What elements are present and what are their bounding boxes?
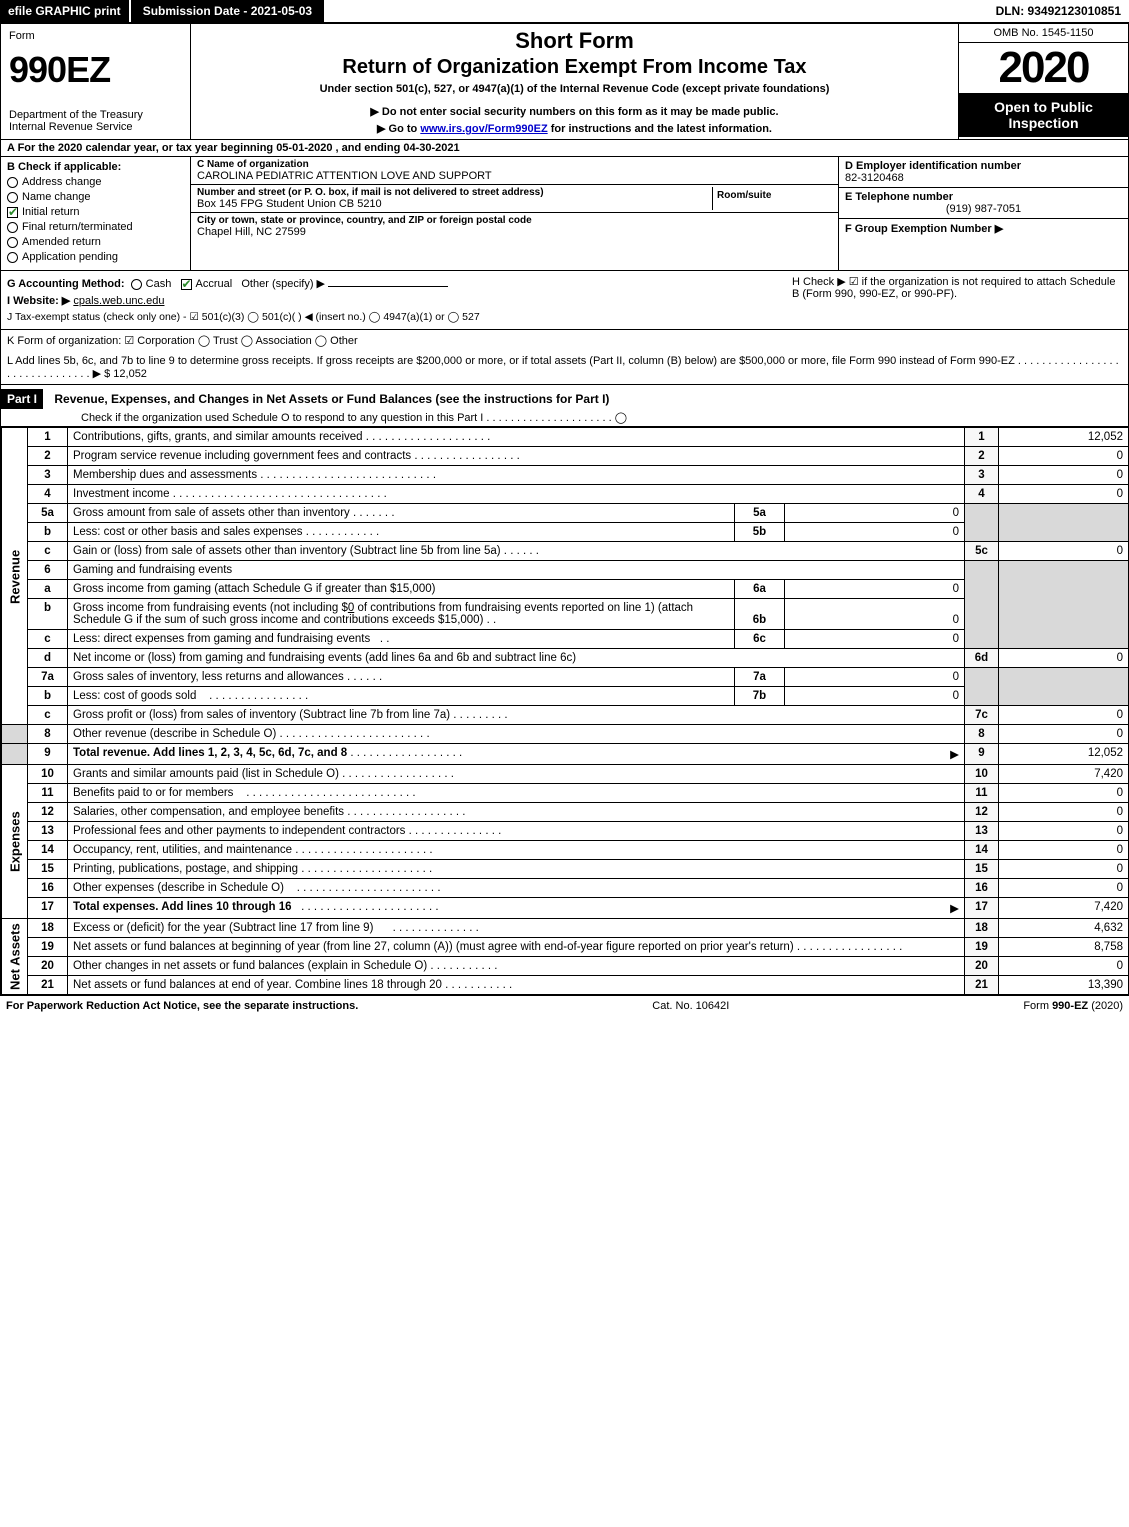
form-footer-id: Form 990-EZ (2020) [1023, 1000, 1123, 1012]
top-bar: efile GRAPHIC print Submission Date - 20… [0, 0, 1129, 24]
checkbox-name-change[interactable] [7, 192, 18, 203]
c-city-label: City or town, state or province, country… [197, 215, 832, 226]
cat-no: Cat. No. 10642I [652, 1000, 729, 1012]
accrual-checkbox[interactable] [181, 279, 192, 290]
netassets-section-label: Net Assets [2, 919, 28, 995]
checkbox-application-pending[interactable] [7, 252, 18, 263]
expenses-section-label: Expenses [2, 765, 28, 919]
irs-link[interactable]: www.irs.gov/Form990EZ [420, 123, 547, 135]
header-middle: Short Form Return of Organization Exempt… [191, 24, 958, 139]
checkbox-final-return-terminated[interactable] [7, 222, 18, 233]
room-label: Room/suite [717, 190, 771, 201]
phone-label: E Telephone number [845, 191, 1122, 203]
checkbox-address-change[interactable] [7, 177, 18, 188]
title-return: Return of Organization Exempt From Incom… [195, 56, 954, 79]
part1-table: Revenue 1 Contributions, gifts, grants, … [1, 427, 1129, 995]
other-specify-input[interactable] [328, 286, 448, 287]
group-exempt-label: F Group Exemption Number ▶ [845, 222, 1122, 235]
row-k: K Form of organization: ☑ Corporation ◯ … [0, 330, 1129, 351]
col-c-org-info: C Name of organization CAROLINA PEDIATRI… [191, 157, 838, 270]
dln: DLN: 93492123010851 [988, 0, 1129, 22]
gross-receipts-amount: 12,052 [113, 368, 147, 380]
ein-value: 82-3120468 [845, 172, 1122, 184]
open-inspection: Open to Public Inspection [959, 93, 1128, 137]
form-header: Form 990EZ Department of the Treasury In… [0, 24, 1129, 140]
row-a-tax-year: A For the 2020 calendar year, or tax yea… [0, 140, 1129, 157]
page-footer: For Paperwork Reduction Act Notice, see … [0, 995, 1129, 1016]
title-short-form: Short Form [195, 28, 954, 54]
row-ghij: G Accounting Method: Cash Accrual Other … [0, 271, 1129, 330]
department: Department of the Treasury Internal Reve… [9, 109, 182, 133]
row-g: G Accounting Method: Cash Accrual Other … [7, 275, 792, 292]
org-address: Box 145 FPG Student Union CB 5210 [197, 198, 712, 210]
line1-amount: 12,052 [999, 428, 1129, 447]
checkbox-initial-return[interactable] [7, 207, 18, 218]
revenue-section-label: Revenue [2, 428, 28, 725]
row-j: J Tax-exempt status (check only one) - ☑… [7, 309, 792, 325]
part1-title: Revenue, Expenses, and Changes in Net As… [54, 392, 609, 406]
paperwork-notice: For Paperwork Reduction Act Notice, see … [6, 1000, 358, 1012]
warn-ssn: ▶ Do not enter social security numbers o… [195, 105, 954, 118]
header-right: OMB No. 1545-1150 2020 Open to Public In… [958, 24, 1128, 139]
block-bcdef: B Check if applicable: Address changeNam… [0, 157, 1129, 271]
part1-label: Part I [1, 389, 43, 409]
part1-body: Revenue 1 Contributions, gifts, grants, … [0, 427, 1129, 995]
col-def: D Employer identification number 82-3120… [838, 157, 1128, 270]
col-b-checkboxes: B Check if applicable: Address changeNam… [1, 157, 191, 270]
org-name: CAROLINA PEDIATRIC ATTENTION LOVE AND SU… [197, 170, 832, 182]
website-link[interactable]: cpals.web.unc.edu [73, 295, 164, 307]
checkbox-amended-return[interactable] [7, 237, 18, 248]
warn-goto: ▶ Go to www.irs.gov/Form990EZ for instru… [195, 122, 954, 135]
phone-value: (919) 987-7051 [845, 203, 1122, 215]
row-l: L Add lines 5b, 6c, and 7b to line 9 to … [0, 351, 1129, 385]
c-name-label: C Name of organization [197, 159, 832, 170]
omb-number: OMB No. 1545-1150 [959, 24, 1128, 43]
c-addr-label: Number and street (or P. O. box, if mail… [197, 187, 712, 198]
submission-date: Submission Date - 2021-05-03 [131, 0, 324, 22]
line1-text: Contributions, gifts, grants, and simila… [68, 428, 965, 447]
org-city: Chapel Hill, NC 27599 [197, 226, 832, 238]
subtitle: Under section 501(c), 527, or 4947(a)(1)… [195, 83, 954, 95]
part1-header-row: Part I Revenue, Expenses, and Changes in… [0, 385, 1129, 427]
form-page: efile GRAPHIC print Submission Date - 20… [0, 0, 1129, 1016]
part1-check-line: Check if the organization used Schedule … [1, 409, 1128, 426]
row-h: H Check ▶ ☑ if the organization is not r… [792, 275, 1122, 325]
col-b-label: B Check if applicable: [7, 161, 184, 173]
header-left: Form 990EZ Department of the Treasury In… [1, 24, 191, 139]
form-number: 990EZ [9, 49, 182, 91]
efile-print-button[interactable]: efile GRAPHIC print [0, 0, 131, 22]
tax-year: 2020 [959, 43, 1128, 93]
form-word: Form [9, 30, 35, 42]
ein-label: D Employer identification number [845, 160, 1122, 172]
cash-checkbox[interactable] [131, 279, 142, 290]
row-i: I Website: ▶ cpals.web.unc.edu [7, 292, 792, 309]
